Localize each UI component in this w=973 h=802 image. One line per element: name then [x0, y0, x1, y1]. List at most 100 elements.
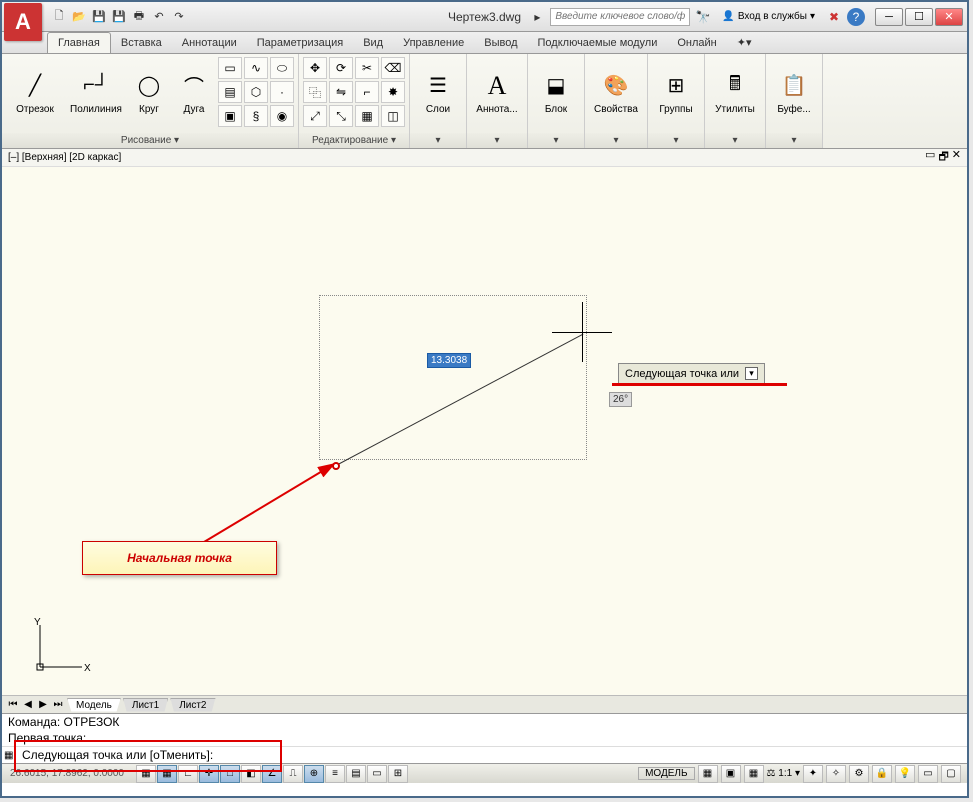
polyline-button[interactable]: ⌐┘Полилиния [67, 57, 125, 127]
sheet-next-icon[interactable]: ▶ [36, 699, 50, 710]
trim-icon[interactable]: ✂ [355, 57, 379, 79]
clean-screen-icon[interactable]: ▢ [941, 765, 961, 783]
ws-icon[interactable]: ⚙ [849, 765, 869, 783]
ortho-icon[interactable]: ∟ [178, 765, 198, 783]
vp-minimize-icon[interactable]: ▭ [925, 148, 935, 167]
sc-icon[interactable]: ⊞ [388, 765, 408, 783]
hatch-icon[interactable]: ▤ [218, 81, 242, 103]
copy-icon[interactable]: ⿻ [303, 81, 327, 103]
tab-output[interactable]: Вывод [474, 33, 527, 53]
lwt-icon[interactable]: ≡ [325, 765, 345, 783]
annoauto-icon[interactable]: ✧ [826, 765, 846, 783]
redo-icon[interactable]: ↷ [170, 8, 188, 26]
toolbar-lock-icon[interactable]: 🔒 [872, 765, 892, 783]
polygon-icon[interactable]: ⬡ [244, 81, 268, 103]
circle-button[interactable]: ◯Круг [128, 57, 170, 127]
groups-button[interactable]: ⊞Группы [652, 57, 700, 127]
properties-button[interactable]: 🎨Свойства [589, 57, 643, 127]
saveas-icon[interactable]: 💾 [110, 8, 128, 26]
group-draw-label[interactable]: Рисование ▾ [2, 133, 298, 148]
explode-icon[interactable]: ✸ [381, 81, 405, 103]
hardware-icon[interactable]: 💡 [895, 765, 915, 783]
sheet-last-icon[interactable]: ⏭ [51, 699, 65, 710]
vp-restore-icon[interactable]: 🗗 [938, 148, 948, 167]
tab-online[interactable]: Онлайн [667, 33, 726, 53]
ducs-icon[interactable]: ⎍ [283, 765, 303, 783]
grid-icon[interactable]: ▦ [157, 765, 177, 783]
grid-display-icon[interactable]: ▦ [698, 765, 718, 783]
erase-icon[interactable]: ⌫ [381, 57, 405, 79]
spline-icon[interactable]: ∿ [244, 57, 268, 79]
snap-mode-icon[interactable]: ▦ [136, 765, 156, 783]
stretch-icon[interactable]: ⤢ [303, 105, 327, 127]
search-input[interactable] [550, 8, 690, 26]
tab-parametric[interactable]: Параметризация [247, 33, 353, 53]
search-arrow-icon[interactable]: ▸ [526, 6, 548, 28]
otrack-icon[interactable]: ∠ [262, 765, 282, 783]
viewport-label[interactable]: [–] [Верхняя] [2D каркас] [8, 152, 121, 163]
block-button[interactable]: ⬓Блок [532, 57, 580, 127]
undo-icon[interactable]: ↶ [150, 8, 168, 26]
tab-view[interactable]: Вид [353, 33, 393, 53]
tab-sheet1[interactable]: Лист1 [123, 698, 168, 712]
line-button[interactable]: ╱Отрезок [6, 57, 64, 127]
mirror-icon[interactable]: ⇋ [329, 81, 353, 103]
layers-button[interactable]: ☰Слои [414, 57, 462, 127]
isolate-icon[interactable]: ▭ [918, 765, 938, 783]
dyn-icon[interactable]: ⊕ [304, 765, 324, 783]
tab-insert[interactable]: Вставка [111, 33, 172, 53]
binoculars-icon[interactable]: 🔭 [692, 6, 714, 28]
minimize-button[interactable]: ─ [875, 8, 903, 26]
region-icon[interactable]: ▣ [218, 105, 242, 127]
3dosnap-icon[interactable]: ◧ [241, 765, 261, 783]
rotate-icon[interactable]: ⟳ [329, 57, 353, 79]
annovis-icon[interactable]: ✦ [803, 765, 823, 783]
close-button[interactable]: ✕ [935, 8, 963, 26]
group-modify-label[interactable]: Редактирование ▾ [299, 133, 409, 148]
tooltip-dropdown-icon[interactable]: ▾ [745, 367, 758, 380]
help-icon[interactable]: ? [847, 8, 865, 26]
login-button[interactable]: 👤 Вход в службы ▾ [716, 9, 821, 24]
ellipse-icon[interactable]: ⬭ [270, 57, 294, 79]
command-input[interactable] [18, 747, 967, 763]
tab-home[interactable]: Главная [47, 32, 111, 53]
open-icon[interactable]: 📂 [70, 8, 88, 26]
arc-button[interactable]: ⌒Дуга [173, 57, 215, 127]
annoscale-button[interactable]: ⚖ 1:1 ▾ [767, 768, 800, 779]
qp-icon[interactable]: ▭ [367, 765, 387, 783]
qv-layout-icon[interactable]: ▣ [721, 765, 741, 783]
point-icon[interactable]: · [270, 81, 294, 103]
new-icon[interactable]: 🗋 [50, 8, 68, 26]
qv-drawing-icon[interactable]: ▦ [744, 765, 764, 783]
polar-icon[interactable]: ✛ [199, 765, 219, 783]
save-icon[interactable]: 💾 [90, 8, 108, 26]
tpy-icon[interactable]: ▤ [346, 765, 366, 783]
helix-icon[interactable]: § [244, 105, 268, 127]
donut-icon[interactable]: ◉ [270, 105, 294, 127]
array-icon[interactable]: ▦ [355, 105, 379, 127]
maximize-button[interactable]: ☐ [905, 8, 933, 26]
app-icon[interactable]: A [4, 3, 42, 41]
osnap-icon[interactable]: □ [220, 765, 240, 783]
move-icon[interactable]: ✥ [303, 57, 327, 79]
tab-model[interactable]: Модель [67, 698, 121, 712]
scale-icon[interactable]: ⤡ [329, 105, 353, 127]
offset-icon[interactable]: ◫ [381, 105, 405, 127]
clipboard-button[interactable]: 📋Буфе... [770, 57, 818, 127]
rect-icon[interactable]: ▭ [218, 57, 242, 79]
tab-manage[interactable]: Управление [393, 33, 474, 53]
tab-sheet2[interactable]: Лист2 [170, 698, 215, 712]
sheet-prev-icon[interactable]: ◀ [21, 699, 35, 710]
tab-plugins[interactable]: Подключаемые модули [528, 33, 668, 53]
tab-annotate[interactable]: Аннотации [172, 33, 247, 53]
text-button[interactable]: AАннота... [471, 57, 523, 127]
sheet-first-icon[interactable]: ⏮ [6, 699, 20, 710]
exchange-icon[interactable]: ✖ [823, 6, 845, 28]
drawing-canvas[interactable]: 13.3038 26° Следующая точка или ▾ Началь… [2, 167, 967, 695]
fillet-icon[interactable]: ⌐ [355, 81, 379, 103]
vp-close-icon[interactable]: ✕ [952, 148, 961, 167]
tab-expand[interactable]: ✦▾ [727, 32, 762, 53]
model-space-button[interactable]: МОДЕЛЬ [638, 767, 694, 780]
print-icon[interactable]: 🖶 [130, 8, 148, 26]
utilities-button[interactable]: 🖩Утилиты [709, 57, 761, 127]
